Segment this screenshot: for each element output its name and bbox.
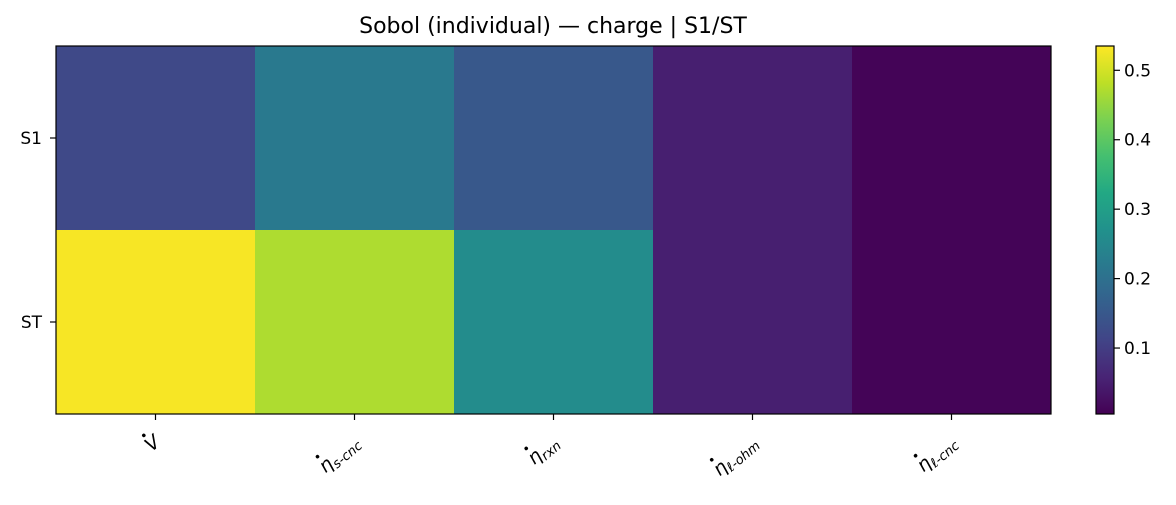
heatmap-cell-s1-0 — [56, 46, 256, 231]
x-axis: Vηs-cnc ηrxn ηℓ-ohm ηℓ-cnc — [141, 414, 963, 483]
heatmap-cell-st-4 — [852, 230, 1052, 415]
heatmap-cell-st-1 — [255, 230, 455, 415]
heatmap-cell-s1-4 — [852, 46, 1052, 231]
x-tick-label: V — [141, 430, 167, 456]
chart-title: Sobol (individual) — charge | S1/ST — [359, 14, 747, 39]
x-tick-label: ηℓ-cnc — [912, 431, 962, 479]
colorbar-gradient — [1095, 45, 1115, 415]
x-tick-label: ηrxn — [523, 431, 565, 472]
heatmap-cell-st-2 — [454, 230, 654, 415]
x-tick-label: ηℓ-ohm — [709, 431, 764, 483]
colorbar-tick-label: 0.5 — [1124, 61, 1151, 81]
svg-text:V: V — [141, 430, 167, 456]
heatmap-cell-s1-2 — [454, 46, 654, 231]
y-tick-label: S1 — [20, 129, 42, 149]
y-axis: S1 ST — [20, 129, 56, 333]
svg-text:ηs-cnc: ηs-cnc — [314, 431, 365, 480]
colorbar: 0.1 0.2 0.3 0.4 0.5 — [1095, 45, 1151, 415]
colorbar-tick-label: 0.4 — [1124, 131, 1151, 151]
heatmap-cell-s1-1 — [255, 46, 455, 231]
colorbar-tick-label: 0.3 — [1124, 200, 1151, 220]
svg-text:ηℓ-cnc: ηℓ-cnc — [912, 431, 962, 479]
heatmap-cell-s1-3 — [653, 46, 853, 231]
heatmap-cells — [56, 46, 1052, 415]
x-tick-label: ηs-cnc — [314, 431, 365, 480]
colorbar-tick-label: 0.2 — [1124, 270, 1151, 290]
heatmap-cell-st-0 — [56, 230, 256, 415]
heatmap-cell-st-3 — [653, 230, 853, 415]
svg-text:ηℓ-ohm: ηℓ-ohm — [709, 431, 764, 483]
colorbar-tick-label: 0.1 — [1124, 339, 1151, 359]
svg-text:ηrxn: ηrxn — [523, 431, 565, 472]
y-tick-label: ST — [21, 313, 43, 333]
